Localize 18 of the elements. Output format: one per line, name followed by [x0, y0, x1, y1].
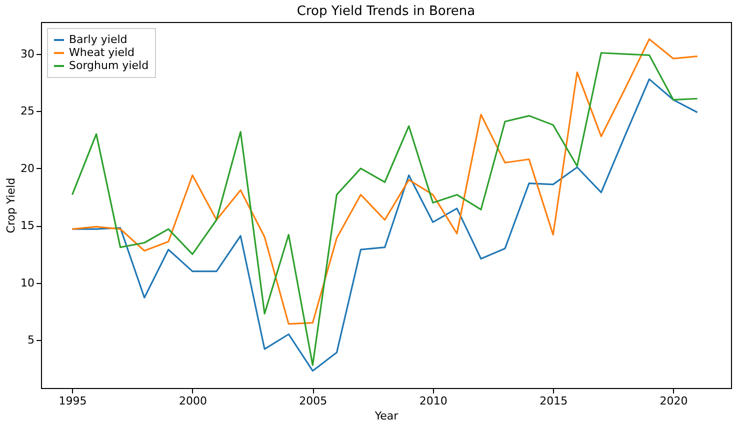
- y-tick-label: 20: [20, 162, 34, 175]
- x-tick-label: 2005: [299, 394, 328, 408]
- x-tick-label: 2010: [419, 394, 448, 408]
- x-tick-label: 2015: [540, 394, 568, 408]
- legend-label: Wheat yield: [69, 46, 135, 59]
- y-tick-label: 30: [20, 48, 34, 61]
- x-tick-label: 1995: [58, 394, 87, 408]
- y-tick-label: 15: [20, 219, 34, 232]
- x-tick-label: 2000: [178, 394, 207, 408]
- x-tick-label: 2020: [660, 394, 688, 408]
- y-tick-label: 5: [28, 333, 34, 346]
- y-tick-label: 10: [20, 276, 34, 290]
- chart-title: Crop Yield Trends in Borena: [296, 4, 476, 19]
- x-axis-title: Year: [374, 410, 399, 422]
- legend-label: Sorghum yield: [69, 59, 149, 72]
- y-tick-label: 25: [20, 104, 34, 118]
- y-axis-title: Crop Yield: [4, 178, 18, 234]
- legend-label: Barly yield: [69, 33, 128, 46]
